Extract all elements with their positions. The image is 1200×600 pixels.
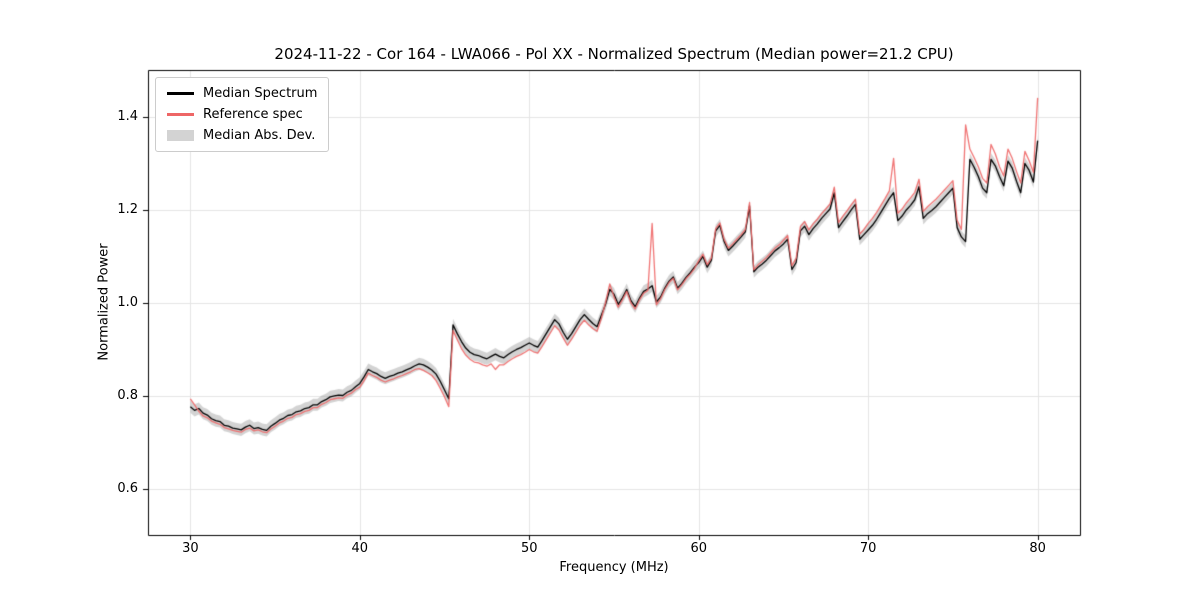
x-axis-label: Frequency (MHz) — [559, 560, 669, 575]
legend-label: Median Abs. Dev. — [203, 128, 316, 143]
x-tick-label: 40 — [351, 541, 369, 556]
reference-line-swatch-icon — [167, 113, 194, 116]
x-tick-label: 60 — [690, 541, 707, 556]
legend-item-median-abs-dev: Median Abs. Dev. — [167, 128, 317, 143]
median-line-swatch-icon — [167, 92, 194, 95]
legend-item-median-spectrum: Median Spectrum — [167, 86, 317, 101]
y-tick-label: 1.0 — [117, 294, 138, 310]
x-tick-label: 50 — [520, 541, 538, 556]
y-tick-label: 0.6 — [117, 480, 138, 496]
legend-label: Median Spectrum — [203, 86, 318, 101]
y-tick-label: 1.2 — [117, 201, 138, 217]
y-tick-label: 0.8 — [117, 387, 138, 403]
legend: Median Spectrum Reference spec Median Ab… — [155, 77, 330, 152]
legend-item-reference-spec: Reference spec — [167, 107, 317, 122]
chart-title: 2024-11-22 - Cor 164 - LWA066 - Pol XX -… — [274, 45, 954, 63]
mad-band-swatch-icon — [167, 130, 194, 141]
legend-label: Reference spec — [203, 107, 303, 122]
y-tick-label: 1.4 — [117, 108, 138, 124]
x-tick-label: 80 — [1029, 541, 1046, 556]
x-tick-label: 30 — [182, 541, 199, 556]
x-tick-label: 70 — [859, 541, 877, 556]
